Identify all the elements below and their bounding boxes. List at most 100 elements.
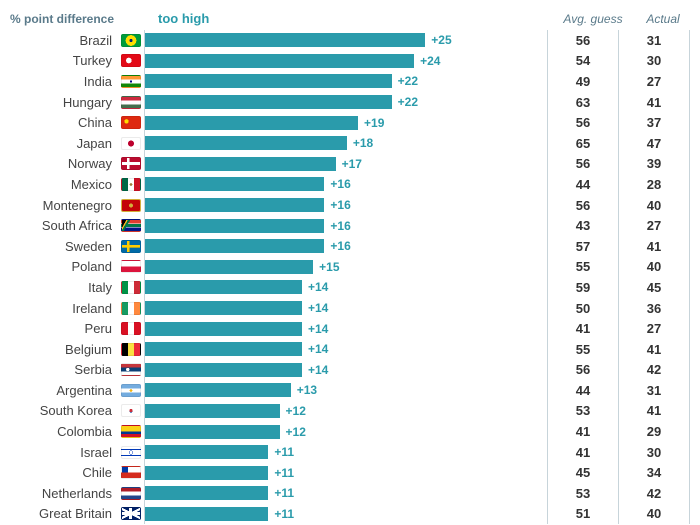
avg-guess-value: 44 bbox=[547, 174, 619, 195]
actual-value: 41 bbox=[619, 401, 690, 422]
table-row: Japan +18 6547 bbox=[0, 133, 700, 154]
avg-guess-value: 55 bbox=[547, 339, 619, 360]
bar bbox=[145, 342, 302, 356]
table-row: Great Britain+115140 bbox=[0, 504, 700, 525]
flag-icon bbox=[121, 384, 141, 397]
bar-value: +14 bbox=[308, 280, 328, 294]
flag-cell bbox=[118, 96, 144, 109]
country-label: Norway bbox=[0, 156, 118, 171]
flag-icon bbox=[121, 116, 141, 129]
avg-guess-value: 65 bbox=[547, 133, 619, 154]
avg-guess-value: 56 bbox=[547, 360, 619, 381]
bar-cell: +12 bbox=[144, 421, 539, 442]
avg-guess-value: 53 bbox=[547, 401, 619, 422]
bar-cell: +16 bbox=[144, 174, 539, 195]
table-row: Mexico +16 4428 bbox=[0, 174, 700, 195]
flag-icon bbox=[121, 240, 141, 253]
flag-cell bbox=[118, 219, 144, 232]
flag-cell bbox=[118, 343, 144, 356]
flag-icon bbox=[121, 96, 141, 109]
flag-cell bbox=[118, 404, 144, 417]
actual-value: 28 bbox=[619, 174, 690, 195]
flag-cell bbox=[118, 507, 144, 520]
avg-guess-value: 51 bbox=[547, 504, 619, 525]
flag-icon bbox=[121, 446, 141, 459]
actual-value: 47 bbox=[619, 133, 690, 154]
actual-value: 40 bbox=[619, 257, 690, 278]
avg-guess-value: 56 bbox=[547, 30, 619, 51]
flag-cell bbox=[118, 34, 144, 47]
actual-value: 37 bbox=[619, 112, 690, 133]
bar-value: +12 bbox=[286, 404, 306, 418]
flag-icon bbox=[121, 343, 141, 356]
flag-icon bbox=[121, 54, 141, 67]
table-row: Chile+114534 bbox=[0, 462, 700, 483]
table-row: Hungary+226341 bbox=[0, 92, 700, 113]
country-label: Sweden bbox=[0, 239, 118, 254]
table-row: Netherlands+115342 bbox=[0, 483, 700, 504]
flag-cell bbox=[118, 116, 144, 129]
bar-value: +11 bbox=[274, 486, 294, 500]
bar-value: +16 bbox=[330, 177, 350, 191]
table-row: Poland+155540 bbox=[0, 257, 700, 278]
actual-value: 27 bbox=[619, 71, 690, 92]
bar-cell: +15 bbox=[144, 257, 539, 278]
bar bbox=[145, 486, 268, 500]
actual-value: 40 bbox=[619, 504, 690, 525]
bar-cell: +24 bbox=[144, 51, 539, 72]
bar bbox=[145, 404, 280, 418]
table-row: Peru+144127 bbox=[0, 318, 700, 339]
avg-guess-value: 50 bbox=[547, 298, 619, 319]
bar-cell: +16 bbox=[144, 215, 539, 236]
flag-icon bbox=[121, 260, 141, 273]
flag-icon bbox=[121, 302, 141, 315]
bar-cell: +19 bbox=[144, 112, 539, 133]
bar bbox=[145, 54, 414, 68]
bar-cell: +14 bbox=[144, 318, 539, 339]
bar-value: +17 bbox=[342, 157, 362, 171]
bar-value: +12 bbox=[286, 425, 306, 439]
country-label: South Korea bbox=[0, 403, 118, 418]
country-label: Serbia bbox=[0, 362, 118, 377]
table-row: India+224927 bbox=[0, 71, 700, 92]
table-row: South Africa+164327 bbox=[0, 215, 700, 236]
avg-guess-value: 56 bbox=[547, 154, 619, 175]
flag-icon bbox=[121, 75, 141, 88]
bar bbox=[145, 280, 302, 294]
header-actual: Actual bbox=[628, 12, 698, 26]
country-label: Turkey bbox=[0, 53, 118, 68]
bar bbox=[145, 177, 324, 191]
bar-cell: +25 bbox=[144, 30, 539, 51]
bar-cell: +12 bbox=[144, 401, 539, 422]
bar bbox=[145, 425, 280, 439]
table-row: Sweden+165741 bbox=[0, 236, 700, 257]
avg-guess-value: 55 bbox=[547, 257, 619, 278]
bar-value: +25 bbox=[431, 33, 451, 47]
bar bbox=[145, 116, 358, 130]
bar-cell: +11 bbox=[144, 462, 539, 483]
table-row: Montenegro+165640 bbox=[0, 195, 700, 216]
table-row: Israel+114130 bbox=[0, 442, 700, 463]
bar bbox=[145, 363, 302, 377]
avg-guess-value: 56 bbox=[547, 112, 619, 133]
avg-guess-value: 54 bbox=[547, 51, 619, 72]
flag-icon bbox=[121, 34, 141, 47]
bar-value: +14 bbox=[308, 322, 328, 336]
country-label: Brazil bbox=[0, 33, 118, 48]
table-row: China+195637 bbox=[0, 112, 700, 133]
country-label: Mexico bbox=[0, 177, 118, 192]
country-label: Great Britain bbox=[0, 506, 118, 521]
actual-value: 27 bbox=[619, 318, 690, 339]
bar bbox=[145, 136, 347, 150]
flag-icon bbox=[121, 487, 141, 500]
country-label: Japan bbox=[0, 136, 118, 151]
flag-icon bbox=[121, 178, 141, 191]
country-label: Colombia bbox=[0, 424, 118, 439]
bar-cell: +14 bbox=[144, 277, 539, 298]
bar-value: +24 bbox=[420, 54, 440, 68]
flag-cell bbox=[118, 260, 144, 273]
bar-value: +14 bbox=[308, 342, 328, 356]
bar-cell: +18 bbox=[144, 133, 539, 154]
flag-icon bbox=[121, 199, 141, 212]
flag-icon bbox=[121, 137, 141, 150]
